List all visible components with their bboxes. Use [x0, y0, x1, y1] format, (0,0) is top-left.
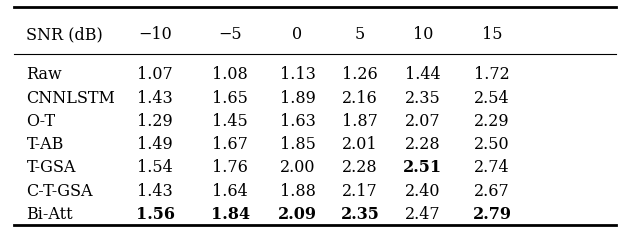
Text: SNR (dB): SNR (dB)	[26, 26, 103, 43]
Text: 1.56: 1.56	[135, 205, 175, 222]
Text: 1.29: 1.29	[137, 112, 173, 129]
Text: 1.64: 1.64	[212, 182, 248, 199]
Text: 1.76: 1.76	[212, 159, 248, 176]
Text: 1.13: 1.13	[280, 66, 316, 83]
Text: 15: 15	[481, 26, 502, 43]
Text: 2.47: 2.47	[405, 205, 441, 222]
Text: Bi-Att: Bi-Att	[26, 205, 73, 222]
Text: C-T-GSA: C-T-GSA	[26, 182, 93, 199]
Text: 2.28: 2.28	[405, 136, 441, 152]
Text: −10: −10	[138, 26, 172, 43]
Text: O-T: O-T	[26, 112, 55, 129]
Text: T-AB: T-AB	[26, 136, 64, 152]
Text: 2.35: 2.35	[405, 89, 441, 106]
Text: 10: 10	[413, 26, 433, 43]
Text: CNNLSTM: CNNLSTM	[26, 89, 115, 106]
Text: 2.35: 2.35	[341, 205, 380, 222]
Text: 2.29: 2.29	[474, 112, 510, 129]
Text: 1.07: 1.07	[137, 66, 173, 83]
Text: 1.63: 1.63	[280, 112, 316, 129]
Text: T-GSA: T-GSA	[26, 159, 76, 176]
Text: 1.72: 1.72	[474, 66, 510, 83]
Text: Raw: Raw	[26, 66, 62, 83]
Text: 1.43: 1.43	[137, 182, 173, 199]
Text: 2.51: 2.51	[403, 159, 442, 176]
Text: 0: 0	[292, 26, 302, 43]
Text: 1.54: 1.54	[137, 159, 173, 176]
Text: 2.09: 2.09	[278, 205, 317, 222]
Text: 2.79: 2.79	[472, 205, 512, 222]
Text: 1.49: 1.49	[137, 136, 173, 152]
Text: −5: −5	[219, 26, 242, 43]
Text: 1.85: 1.85	[280, 136, 316, 152]
Text: 1.89: 1.89	[280, 89, 316, 106]
Text: 1.43: 1.43	[137, 89, 173, 106]
Text: 1.84: 1.84	[211, 205, 250, 222]
Text: 1.44: 1.44	[405, 66, 441, 83]
Text: 2.40: 2.40	[405, 182, 440, 199]
Text: 1.67: 1.67	[212, 136, 248, 152]
Text: 2.00: 2.00	[280, 159, 315, 176]
Text: 1.45: 1.45	[212, 112, 248, 129]
Text: 5: 5	[355, 26, 365, 43]
Text: 1.26: 1.26	[342, 66, 378, 83]
Text: 2.07: 2.07	[405, 112, 441, 129]
Text: 2.28: 2.28	[342, 159, 378, 176]
Text: 2.17: 2.17	[342, 182, 378, 199]
Text: 2.74: 2.74	[474, 159, 510, 176]
Text: 2.50: 2.50	[474, 136, 510, 152]
Text: 2.54: 2.54	[474, 89, 510, 106]
Text: 1.08: 1.08	[212, 66, 248, 83]
Text: 1.87: 1.87	[342, 112, 378, 129]
Text: 2.16: 2.16	[342, 89, 378, 106]
Text: 1.65: 1.65	[212, 89, 248, 106]
Text: 2.67: 2.67	[474, 182, 510, 199]
Text: 2.01: 2.01	[342, 136, 378, 152]
Text: 1.88: 1.88	[280, 182, 316, 199]
